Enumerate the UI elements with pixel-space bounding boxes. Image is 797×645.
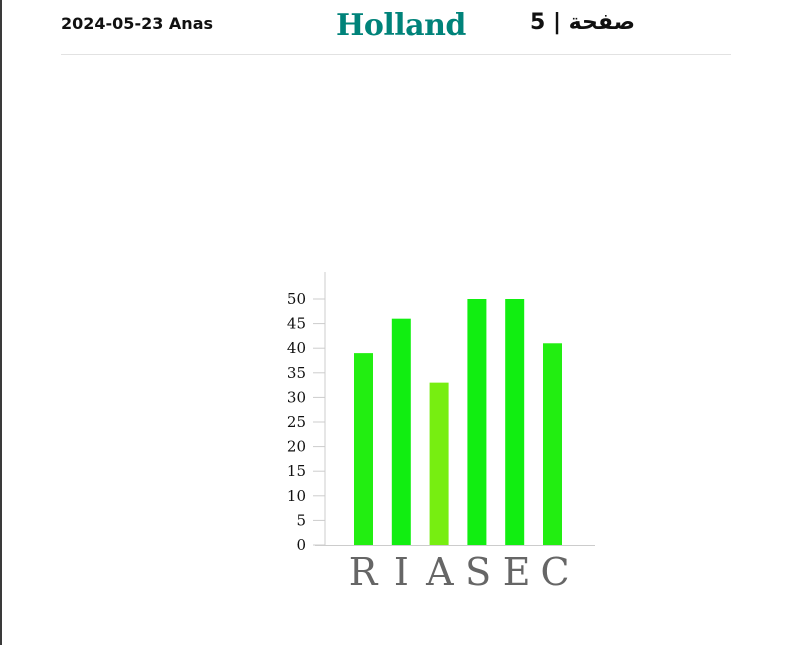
page-left-edge [0, 0, 2, 645]
y-tick-label: 0 [296, 536, 306, 554]
category-label-r: R [349, 550, 379, 594]
header-date-user: 2024-05-23 Anas [61, 14, 214, 33]
header-page-number: صفحة | 5 [530, 10, 635, 35]
bar-s [467, 299, 487, 545]
chart-axes: 0 5 10 15 20 25 30 35 40 45 50 [287, 272, 595, 554]
y-tick-label: 15 [287, 462, 306, 480]
header-title: Holland [336, 8, 466, 43]
bar-e [505, 299, 525, 545]
y-tick-label: 30 [287, 388, 306, 406]
y-tick-label: 45 [287, 315, 306, 333]
y-tick-label: 20 [287, 438, 306, 456]
bar-c [543, 343, 562, 545]
category-label-i: I [394, 550, 409, 594]
bar-r [354, 353, 373, 545]
bar-i [391, 318, 411, 545]
y-tick-label: 50 [287, 290, 306, 308]
bar-a [429, 382, 449, 545]
y-tick-label: 10 [287, 487, 306, 505]
category-label-e: E [503, 550, 531, 594]
y-tick-label: 25 [287, 413, 306, 431]
y-tick-label: 35 [287, 364, 306, 382]
header-divider [61, 54, 731, 55]
category-label-c: C [540, 550, 569, 594]
y-tick-label: 40 [287, 339, 306, 357]
category-label-s: S [465, 550, 491, 594]
category-label-a: A [425, 550, 454, 594]
y-tick-label: 5 [296, 511, 306, 529]
chart-bars [354, 299, 562, 545]
